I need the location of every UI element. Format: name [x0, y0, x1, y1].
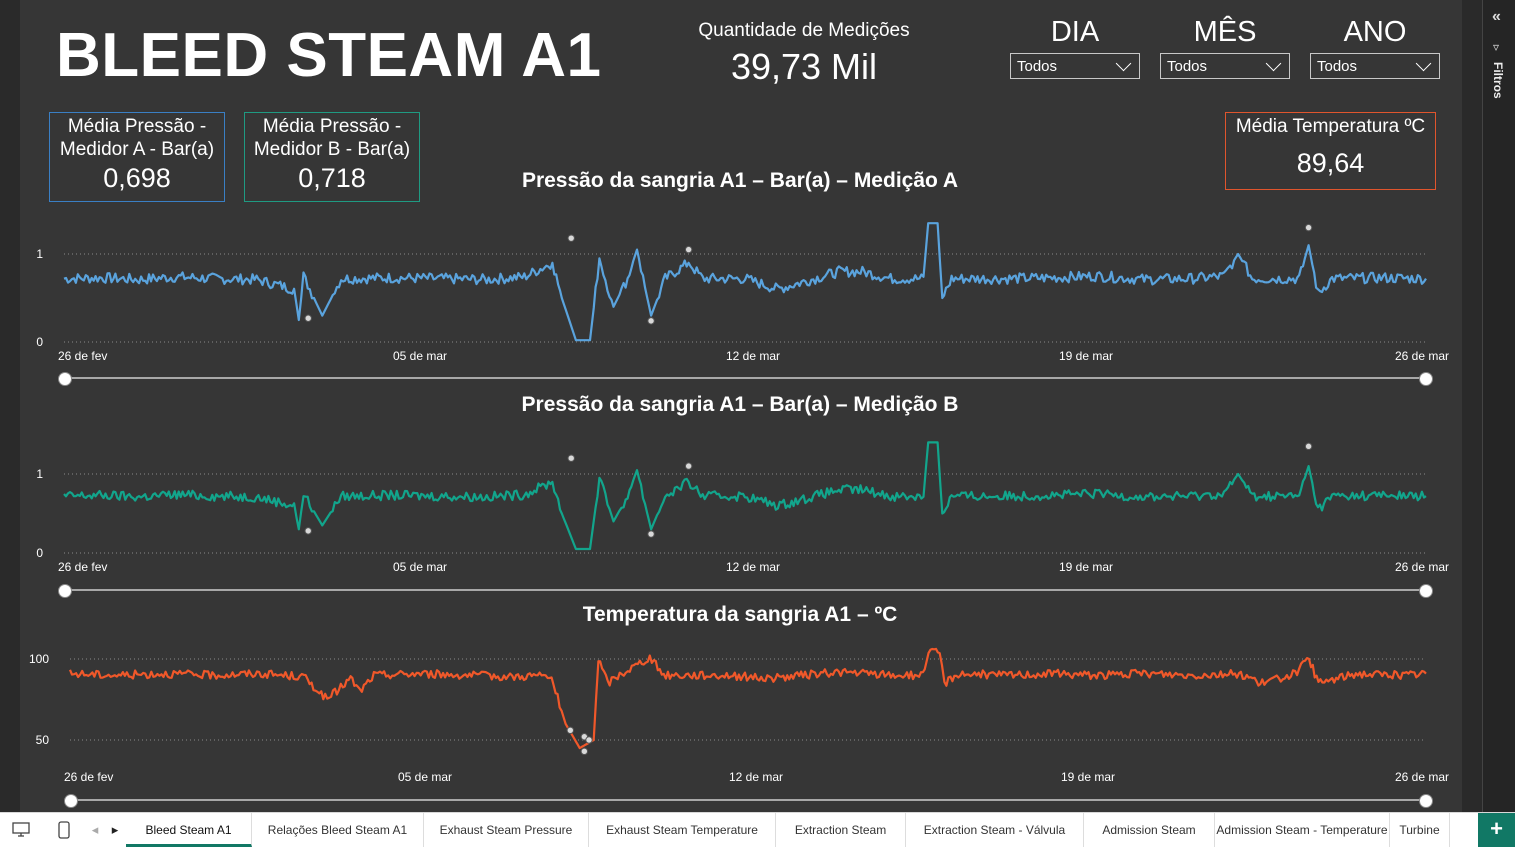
chart-t-anomaly-point — [566, 726, 575, 734]
card-pressure-b-label-1: Média Pressão - — [262, 116, 402, 137]
chart-b-x-tick-label: 26 de mar — [1395, 560, 1449, 574]
slicer-mes-value: Todos — [1167, 57, 1208, 75]
chart-t-x-tick-label: 26 de fev — [64, 770, 113, 784]
filter-pane[interactable]: « ▿ Filtros — [1482, 0, 1515, 812]
slicer-dia-value: Todos — [1017, 57, 1058, 75]
card-pressure-a-label-2: Medidor A - Bar(a) — [59, 139, 215, 160]
card-pressure-b[interactable]: Média Pressão - Medidor B - Bar(a) 0,718 — [244, 112, 420, 202]
page-tabs-bar: ◂ ▸ Bleed Steam A1 Relações Bleed Steam A… — [0, 812, 1515, 847]
chart-a-anomaly-point — [1304, 223, 1313, 232]
phone-icon[interactable] — [42, 813, 86, 847]
tab-extraction-steam-v-lvula[interactable]: Extraction Steam - Válvula — [906, 813, 1084, 847]
chart-a-y-tick-label: 0 — [36, 335, 43, 349]
card-temperature-value: 89,64 — [1296, 148, 1365, 178]
charts-layer: 0 1 26 de fev 05 de mar 12 de mar 19 de mar 26… — [29, 222, 1449, 784]
tabs-scroll-left-icon[interactable]: ◂ — [91, 822, 99, 837]
slider-t-start-handle[interactable] — [64, 794, 78, 808]
slicer-ano-value: Todos — [1317, 57, 1358, 75]
chart-b-x-tick-label: 19 de mar — [1059, 560, 1113, 574]
slider-b-track[interactable] — [64, 589, 1426, 591]
chart-a-x-tick-label: 19 de mar — [1059, 349, 1113, 363]
chart-b-y-tick-label: 0 — [36, 546, 43, 560]
count-label: Quantidade de Medições — [698, 20, 910, 41]
chart-b-anomaly-point — [647, 530, 655, 538]
slicer-mes-dropdown[interactable]: Todos — [1160, 53, 1290, 79]
slicer-dia-label: DIA — [1050, 16, 1100, 48]
card-pressure-a-label-1: Média Pressão - — [67, 116, 207, 137]
chart-a-x-tick-label: 26 de fev — [58, 349, 107, 363]
chart-b-x-tick-label: 26 de fev — [58, 560, 107, 574]
chart-a-anomaly-point — [684, 245, 693, 254]
chart-a-x-tick-label: 05 de mar — [393, 349, 447, 363]
chart-b-x-tick-label: 12 de mar — [726, 560, 780, 574]
monitor-icon[interactable] — [0, 813, 42, 847]
slicer-mes-label: MÊS — [1193, 16, 1257, 48]
chart-b-y-tick-label: 1 — [36, 467, 43, 481]
tab-extraction-steam[interactable]: Extraction Steam — [776, 813, 906, 847]
chart-t-anomaly-point — [585, 736, 593, 744]
chart-t-series-line — [68, 647, 1427, 750]
slicer-ano-dropdown[interactable]: Todos — [1310, 53, 1440, 79]
chart-a-y-tick-label: 1 — [36, 247, 43, 261]
slicer-mes: MÊS Todos — [1160, 16, 1290, 79]
slicer-dia: DIA Todos — [1010, 16, 1140, 79]
card-pressure-a-value: 0,698 — [103, 163, 171, 193]
slicer-dia-dropdown[interactable]: Todos — [1010, 53, 1140, 79]
slider-b-end-handle[interactable] — [1419, 584, 1433, 598]
left-gutter — [0, 0, 20, 812]
double-chevron-icon[interactable]: « — [1492, 8, 1501, 25]
tab-exhaust-steam-pressure[interactable]: Exhaust Steam Pressure — [424, 813, 589, 847]
chart-a-anomaly-point — [304, 314, 312, 322]
chart-t-x-tick-label: 05 de mar — [398, 770, 452, 784]
chart-b-x-tick-label: 05 de mar — [393, 560, 447, 574]
tab-admission-steam-temperature[interactable]: Admission Steam - Temperature — [1215, 813, 1390, 847]
slider-a-start-handle[interactable] — [58, 372, 72, 386]
card-pressure-b-value: 0,718 — [298, 163, 366, 193]
slider-t-track[interactable] — [70, 799, 1425, 801]
card-pressure-a[interactable]: Média Pressão - Medidor A - Bar(a) 0,698 — [49, 112, 225, 202]
chart-t-y-tick-label: 50 — [36, 733, 50, 747]
slider-a-track[interactable] — [64, 377, 1426, 379]
tab-bleed-steam-a1[interactable]: Bleed Steam A1 — [126, 813, 252, 847]
filter-pane-label[interactable]: Filtros — [1491, 62, 1505, 99]
tab-turbine[interactable]: Turbine — [1390, 813, 1450, 847]
chart-b-anomaly-point — [684, 462, 693, 470]
slicer-ano-label: ANO — [1343, 16, 1407, 48]
tabs-scroll-right-icon[interactable]: ▸ — [111, 822, 119, 837]
slider-t-end-handle[interactable] — [1419, 794, 1433, 808]
tab-exhaust-steam-temperature[interactable]: Exhaust Steam Temperature — [589, 813, 776, 847]
funnel-icon: ▿ — [1493, 40, 1500, 54]
card-pressure-b-label-2: Medidor B - Bar(a) — [253, 139, 411, 160]
chart-a-x-tick-label: 26 de mar — [1395, 349, 1449, 363]
card-temperature-label: Média Temperatura ºC — [1235, 116, 1426, 137]
chart-b-series-line — [63, 441, 1427, 551]
chart-t-x-tick-label: 26 de mar — [1395, 770, 1449, 784]
chart-a-anomaly-point — [647, 317, 655, 325]
add-page-button[interactable]: + — [1478, 813, 1515, 847]
chart-a-title: Pressão da sangria A1 – Bar(a) – Medição… — [521, 169, 959, 192]
chart-t-y-tick-label: 100 — [29, 652, 49, 666]
page-title: BLEED STEAM A1 — [56, 21, 602, 90]
slicer-ano: ANO Todos — [1310, 16, 1440, 79]
chart-a-series-line — [63, 222, 1427, 342]
tab-admission-steam[interactable]: Admission Steam — [1084, 813, 1215, 847]
tab-rela-es-bleed-steam-a1[interactable]: Relações Bleed Steam A1 — [252, 813, 424, 847]
chart-b-anomaly-point — [567, 454, 575, 462]
chart-t-anomaly-point — [580, 747, 589, 756]
chart-a-anomaly-point — [567, 234, 575, 242]
slider-a-end-handle[interactable] — [1419, 372, 1433, 386]
chart-b-anomaly-point — [304, 527, 312, 535]
card-temperature[interactable]: Média Temperatura ºC 89,64 — [1225, 112, 1436, 190]
chart-b-anomaly-point — [1304, 442, 1313, 451]
chart-a-x-tick-label: 12 de mar — [726, 349, 780, 363]
slider-b-start-handle[interactable] — [58, 584, 72, 598]
chart-b-title: Pressão da sangria A1 – Bar(a) – Medição… — [521, 393, 959, 416]
chart-t-title: Temperatura da sangria A1 – ºC — [582, 603, 898, 626]
chart-t-x-tick-label: 19 de mar — [1061, 770, 1115, 784]
count-value: 39,73 Mil — [730, 46, 878, 87]
right-gutter — [1462, 0, 1482, 812]
chart-t-x-tick-label: 12 de mar — [729, 770, 783, 784]
